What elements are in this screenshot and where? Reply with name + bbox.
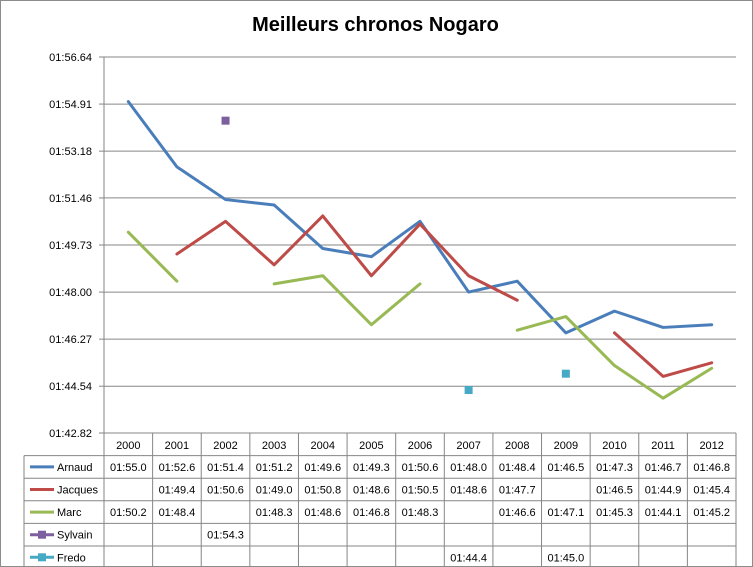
- series-line-marc: [272, 274, 422, 327]
- series-line-jacques: [175, 214, 519, 302]
- data-label-marc-2001: 01:48.4: [159, 507, 196, 519]
- x-tick-label: 2001: [165, 440, 189, 452]
- data-label-marc-2009: 01:47.1: [547, 507, 584, 519]
- data-label-fredo-2009: 01:45.0: [547, 552, 584, 564]
- y-tick-label: 01:48.00: [49, 287, 92, 299]
- data-label-arnaud-2007: 01:48.0: [450, 462, 487, 474]
- data-label-jacques-2004: 01:50.8: [304, 485, 341, 497]
- data-label-arnaud-2010: 01:47.3: [596, 462, 633, 474]
- data-point-fredo-2009: [561, 369, 570, 378]
- data-label-arnaud-2008: 01:48.4: [499, 462, 536, 474]
- data-label-arnaud-2009: 01:46.5: [547, 462, 584, 474]
- data-point-sylvain-2002: [221, 116, 230, 125]
- data-label-arnaud-2012: 01:46.8: [693, 462, 730, 474]
- legend-label-jacques: Jacques: [57, 485, 98, 497]
- data-label-jacques-2006: 01:50.5: [402, 485, 439, 497]
- series-line-marc: [515, 315, 714, 400]
- y-tick-label: 01:46.27: [49, 334, 92, 346]
- data-label-jacques-2007: 01:48.6: [450, 485, 487, 497]
- data-label-jacques-2010: 01:46.5: [596, 485, 633, 497]
- chart-title: Meilleurs chronos Nogaro: [252, 14, 499, 36]
- legend-label-arnaud: Arnaud: [57, 462, 92, 474]
- data-label-jacques-2002: 01:50.6: [207, 485, 244, 497]
- data-label-arnaud-2005: 01:49.3: [353, 462, 390, 474]
- data-label-jacques-2005: 01:48.6: [353, 485, 390, 497]
- data-label-marc-2000: 01:50.2: [110, 507, 147, 519]
- x-tick-label: 2005: [359, 440, 383, 452]
- data-label-jacques-2011: 01:44.9: [645, 485, 682, 497]
- legend-label-fredo: Fredo: [57, 552, 86, 564]
- y-tick-label: 01:44.54: [49, 381, 92, 393]
- x-tick-label: 2004: [311, 440, 335, 452]
- data-label-arnaud-2002: 01:51.4: [207, 462, 244, 474]
- x-tick-label: 2009: [554, 440, 578, 452]
- y-tick-label: 01:56.64: [49, 52, 92, 64]
- y-tick-label: 01:51.46: [49, 193, 92, 205]
- y-tick-label: 01:42.82: [49, 428, 92, 440]
- data-label-marc-2008: 01:46.6: [499, 507, 536, 519]
- data-label-arnaud-2000: 01:55.0: [110, 462, 147, 474]
- x-tick-label: 2000: [116, 440, 140, 452]
- data-label-marc-2004: 01:48.6: [304, 507, 341, 519]
- x-tick-label: 2006: [408, 440, 432, 452]
- data-label-jacques-2008: 01:47.7: [499, 485, 536, 497]
- data-label-marc-2003: 01:48.3: [256, 507, 293, 519]
- data-label-jacques-2012: 01:45.4: [693, 485, 730, 497]
- legend-label-sylvain: Sylvain: [57, 530, 92, 542]
- data-label-sylvain-2002: 01:54.3: [207, 530, 244, 542]
- x-tick-label: 2010: [602, 440, 626, 452]
- data-label-marc-2012: 01:45.2: [693, 507, 730, 519]
- x-tick-label: 2012: [699, 440, 723, 452]
- data-label-marc-2010: 01:45.3: [596, 507, 633, 519]
- legend-marker-fredo: [38, 553, 46, 562]
- legend-label-marc: Marc: [57, 507, 82, 519]
- data-label-marc-2006: 01:48.3: [402, 507, 439, 519]
- data-label-marc-2011: 01:44.1: [645, 507, 682, 519]
- data-label-fredo-2007: 01:44.4: [450, 552, 487, 564]
- data-label-marc-2005: 01:46.8: [353, 507, 390, 519]
- data-point-fredo-2007: [464, 386, 473, 395]
- series-line-arnaud: [126, 100, 714, 335]
- data-label-arnaud-2004: 01:49.6: [304, 462, 341, 474]
- y-tick-label: 01:49.73: [49, 240, 92, 252]
- x-tick-label: 2011: [651, 440, 675, 452]
- legend-marker-sylvain: [38, 530, 46, 539]
- data-label-arnaud-2006: 01:50.6: [402, 462, 439, 474]
- data-label-arnaud-2001: 01:52.6: [159, 462, 196, 474]
- y-tick-label: 01:54.91: [49, 99, 92, 111]
- series-line-jacques: [612, 331, 714, 378]
- series-line-marc: [126, 230, 179, 283]
- data-label-jacques-2003: 01:49.0: [256, 485, 293, 497]
- data-label-arnaud-2011: 01:46.7: [645, 462, 682, 474]
- data-label-jacques-2001: 01:49.4: [159, 485, 196, 497]
- x-tick-label: 2002: [213, 440, 237, 452]
- x-tick-label: 2008: [505, 440, 529, 452]
- x-tick-label: 2007: [456, 440, 480, 452]
- data-label-arnaud-2003: 01:51.2: [256, 462, 293, 474]
- y-tick-label: 01:53.18: [49, 146, 92, 158]
- x-tick-label: 2003: [262, 440, 286, 452]
